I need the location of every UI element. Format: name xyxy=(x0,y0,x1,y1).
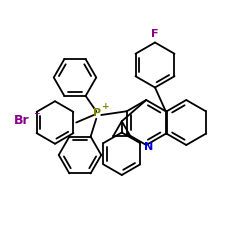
Text: +: + xyxy=(102,102,109,111)
Text: Br: Br xyxy=(14,114,29,126)
Text: P: P xyxy=(94,108,102,118)
Text: N: N xyxy=(144,142,154,152)
Text: F: F xyxy=(151,29,159,39)
Text: ⁻: ⁻ xyxy=(33,110,40,123)
